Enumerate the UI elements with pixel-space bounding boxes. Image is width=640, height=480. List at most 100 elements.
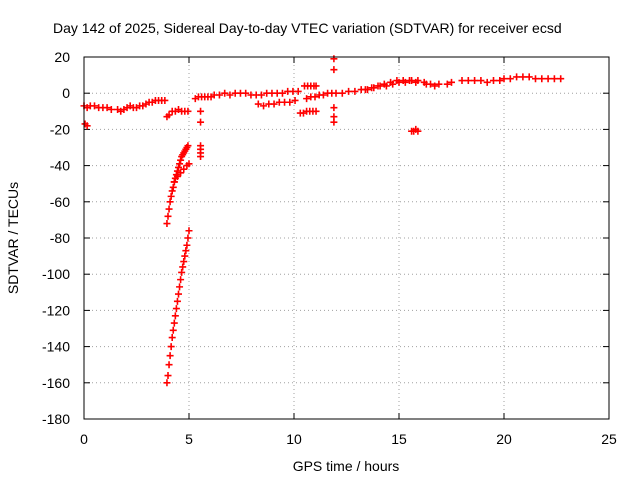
data-point <box>500 75 508 83</box>
data-point <box>180 165 188 173</box>
data-point <box>312 82 320 90</box>
y-tick-label: -80 <box>50 230 70 246</box>
data-point <box>435 80 443 88</box>
data-point <box>175 163 182 171</box>
data-point <box>107 105 115 113</box>
x-tick-label: 20 <box>496 431 512 447</box>
data-point <box>387 78 395 86</box>
data-point <box>406 77 413 85</box>
data-point <box>368 84 376 92</box>
data-point <box>312 107 320 115</box>
data-point <box>180 258 188 266</box>
data-point <box>464 77 472 85</box>
y-tick-label: -140 <box>42 339 70 355</box>
data-point <box>257 91 265 99</box>
data-point <box>167 343 175 351</box>
data-point <box>184 234 192 242</box>
data-point <box>177 156 185 164</box>
data-point <box>165 205 173 213</box>
data-point <box>177 276 185 284</box>
data-point <box>197 118 205 126</box>
data-point <box>176 283 184 291</box>
data-point <box>171 312 179 320</box>
data-point <box>221 89 229 97</box>
data-point <box>448 78 455 86</box>
data-point <box>399 77 407 85</box>
data-point <box>458 77 466 85</box>
data-point <box>254 100 262 108</box>
data-point <box>286 98 294 106</box>
data-point <box>226 91 234 99</box>
grid <box>84 57 609 419</box>
plot-frame <box>83 56 610 420</box>
data-point <box>332 89 340 97</box>
x-tick-label: 10 <box>286 431 302 447</box>
data-point <box>177 169 185 177</box>
data-point <box>165 361 173 369</box>
data-point <box>291 96 299 104</box>
data-point <box>83 122 91 130</box>
data-point <box>168 334 176 342</box>
data-point <box>431 82 439 90</box>
data-point <box>165 111 173 119</box>
data-point <box>496 77 504 85</box>
data-point <box>167 192 175 200</box>
data-point <box>173 297 181 305</box>
data-point <box>185 160 193 168</box>
data-point <box>185 227 193 235</box>
data-point <box>184 107 192 115</box>
y-tick-label: -160 <box>42 375 70 391</box>
y-axis-label: SDTVAR / TECUs <box>5 182 21 294</box>
data-point <box>164 372 172 380</box>
data-point <box>412 78 420 86</box>
x-tick-label: 15 <box>391 431 407 447</box>
data-point <box>380 80 388 88</box>
data-point <box>164 212 172 220</box>
y-tick-label: -120 <box>42 302 70 318</box>
data-point <box>443 80 451 88</box>
data-point <box>179 263 187 271</box>
data-point <box>345 87 353 95</box>
data-point <box>270 100 278 108</box>
x-tick-label: 5 <box>185 431 193 447</box>
data-point <box>183 241 191 249</box>
data-point <box>215 91 223 99</box>
data-point <box>330 66 338 74</box>
x-tick-label: 25 <box>601 431 617 447</box>
data-point <box>525 73 533 81</box>
data-point <box>303 95 311 103</box>
data-point <box>544 75 552 83</box>
data-point <box>169 183 177 191</box>
data-point <box>197 153 205 161</box>
data-point <box>338 89 346 97</box>
data-point <box>483 78 491 86</box>
data-point <box>393 77 401 85</box>
y-tick-label: -20 <box>50 121 70 137</box>
data-point <box>170 319 178 327</box>
data-point <box>182 247 190 255</box>
data-point <box>103 104 111 112</box>
data-points <box>80 55 565 387</box>
data-point <box>330 104 338 112</box>
data-point <box>197 107 205 115</box>
data-point <box>513 73 521 81</box>
chart-title: Day 142 of 2025, Sidereal Day-to-day VTE… <box>53 20 562 36</box>
data-point <box>294 87 302 95</box>
data-point <box>170 178 178 186</box>
data-point <box>242 89 250 97</box>
x-tick-label: 0 <box>80 431 88 447</box>
data-point <box>506 75 514 83</box>
data-point <box>163 220 171 228</box>
data-point <box>175 290 182 298</box>
y-tick-label: 0 <box>62 85 70 101</box>
data-point <box>168 187 176 195</box>
data-point <box>427 80 434 88</box>
x-axis-label: GPS time / hours <box>293 458 400 474</box>
data-point <box>519 73 527 81</box>
axis-ticks <box>83 56 610 420</box>
y-tick-label: 20 <box>54 49 70 65</box>
data-point <box>414 127 422 135</box>
data-point <box>311 93 319 101</box>
data-point <box>161 96 169 104</box>
